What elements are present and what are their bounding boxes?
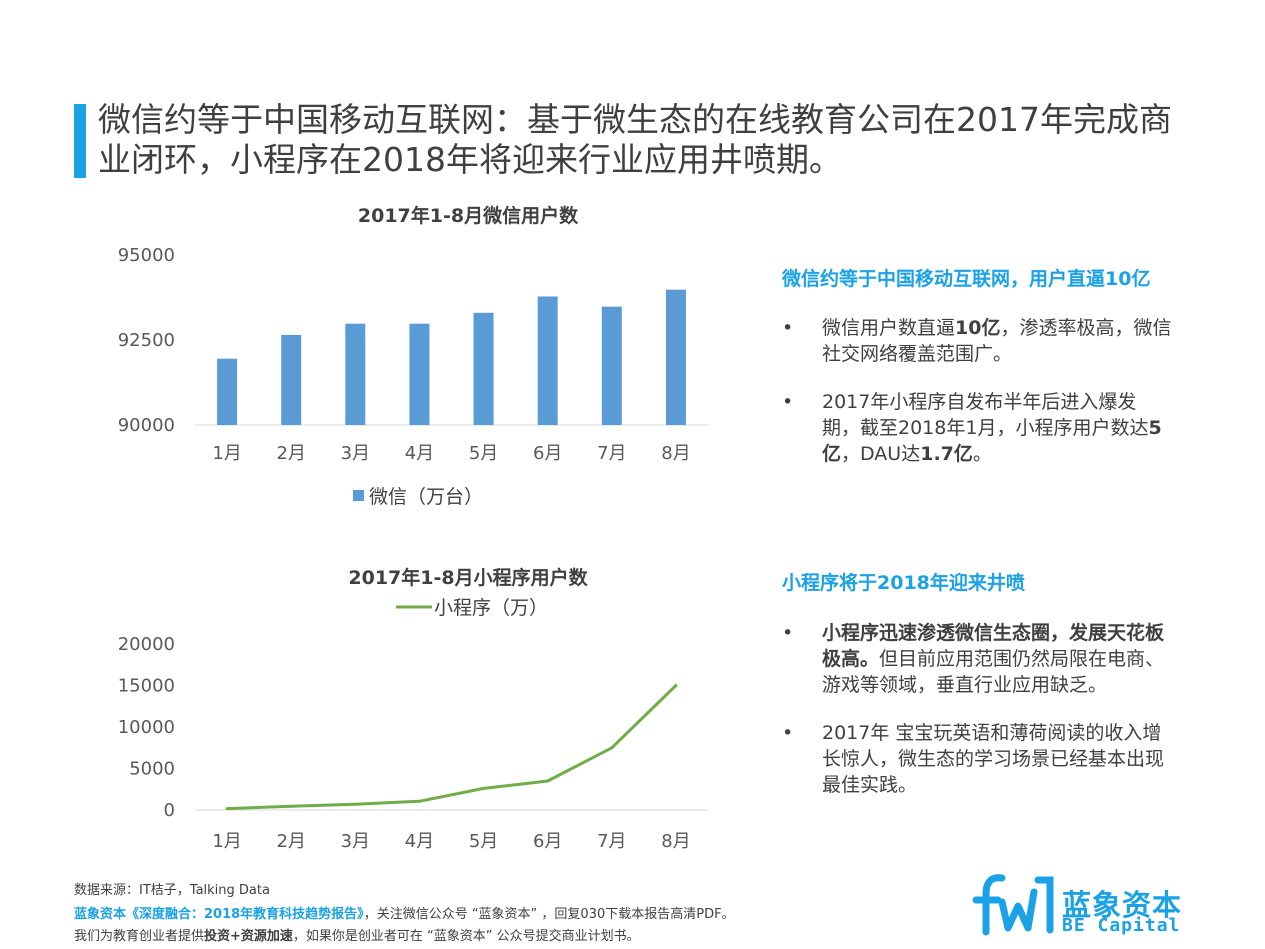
text: ，如果你是创业者可在 “蓝象资本” 公众号提交商业计划书。: [292, 929, 640, 944]
bold-text: 5亿: [822, 417, 1162, 465]
bold-text: 1.7亿: [920, 443, 973, 465]
data-point: [674, 684, 678, 687]
data-point: [610, 746, 614, 750]
text: 我们为教育创业者提供: [74, 929, 205, 944]
report-name: 蓝象资本《深度融合：2018年教育科技趋势报告》: [74, 907, 364, 922]
report-rest: ，关注微信公众号 “蓝象资本” ，回复030下载本报告高清PDF。: [363, 907, 735, 922]
text: 2017年 宝宝玩英语和薄荷阅读的收入增长惊人，微生态的学习场景已经基本出现最佳…: [822, 722, 1165, 796]
list-item: • 小程序迅速渗透微信生态圈，发展天花板极高。但目前应用范围仍然局限在电商、游戏等…: [782, 620, 1172, 698]
bar: [537, 296, 558, 425]
x-tick-label: 7月: [597, 831, 626, 852]
bar: [601, 306, 622, 425]
bar: [217, 358, 238, 425]
x-tick-label: 2月: [276, 443, 305, 464]
section1-bullets: • 微信用户数直逼10亿，渗透率极高，微信社交网络覆盖范围广。 • 2017年小程序…: [782, 315, 1172, 489]
x-tick-label: 4月: [405, 831, 434, 852]
section1-heading: 微信约等于中国移动互联网，用户直逼10亿: [782, 268, 1151, 290]
x-tick-label: 5月: [469, 831, 498, 852]
chart-title: 2017年1-8月微信用户数: [358, 204, 579, 227]
slide-title: 微信约等于中国移动互联网：基于微生态的在线教育公司在2017年完成商业闭环，小程…: [98, 100, 1172, 179]
bold-text: 10亿: [955, 317, 1001, 339]
x-tick-label: 1月: [212, 443, 241, 464]
bar: [281, 334, 302, 425]
list-item: • 微信用户数直逼10亿，渗透率极高，微信社交网络覆盖范围广。: [782, 315, 1172, 367]
y-tick-label: 90000: [118, 415, 175, 436]
list-item: • 2017年小程序自发布半年后进入爆发期，截至2018年1月，小程序用户数达5亿…: [782, 389, 1172, 467]
y-tick-label: 92500: [118, 330, 175, 351]
data-point: [546, 779, 550, 783]
data-point: [289, 804, 293, 808]
y-tick-label: 15000: [118, 676, 175, 697]
data-point: [482, 786, 486, 790]
y-tick-label: 10000: [118, 717, 175, 738]
x-tick-label: 6月: [533, 443, 562, 464]
footer-line3: 我们为教育创业者提供投资+资源加速，如果你是创业者可在 “蓝象资本” 公众号提交…: [74, 925, 640, 944]
legend-label: 小程序（万）: [434, 597, 548, 619]
data-point: [417, 799, 421, 803]
text: 2017年小程序自发布半年后进入爆发期，截至2018年1月，小程序用户数达: [822, 391, 1149, 439]
legend-swatch: [353, 490, 364, 501]
text: 微信用户数直逼: [822, 317, 956, 339]
bullet-icon: •: [782, 722, 794, 744]
logo-name-cn: 蓝象资本: [1062, 888, 1183, 922]
footer-source: 数据来源：IT桔子，Talking Data: [74, 883, 270, 898]
x-tick-label: 6月: [533, 831, 562, 852]
section2-bullets: • 小程序迅速渗透微信生态圈，发展天花板极高。但目前应用范围仍然局限在电商、游戏等…: [782, 620, 1172, 820]
data-point: [353, 802, 357, 806]
bold-text: 投资+资源加速: [204, 929, 293, 944]
list-item: • 2017年 宝宝玩英语和薄荷阅读的收入增长惊人，微生态的学习场景已经基本出现最…: [782, 720, 1172, 798]
y-tick-label: 0: [164, 800, 175, 821]
x-tick-label: 3月: [341, 443, 370, 464]
x-tick-label: 4月: [405, 443, 434, 464]
bar: [409, 323, 430, 425]
data-point: [225, 807, 229, 811]
section2-heading: 小程序将于2018年迎来井喷: [782, 572, 1025, 594]
logo-icon: [972, 874, 1054, 936]
text: 。: [972, 443, 992, 465]
x-tick-label: 8月: [661, 443, 690, 464]
x-tick-label: 3月: [341, 831, 370, 852]
bar: [665, 289, 686, 425]
x-tick-label: 1月: [212, 831, 241, 852]
bar: [345, 323, 366, 425]
bar: [473, 312, 494, 425]
footer-report: 蓝象资本《深度融合：2018年教育科技趋势报告》，关注微信公众号 “蓝象资本” …: [74, 903, 735, 922]
title-accent-bar: [74, 104, 86, 178]
bullet-icon: •: [782, 622, 794, 644]
y-tick-label: 20000: [118, 634, 175, 655]
x-tick-label: 5月: [469, 443, 498, 464]
bullet-icon: •: [782, 391, 794, 413]
series-line: [227, 684, 677, 811]
x-tick-label: 8月: [661, 831, 690, 852]
bold-text: 小程序迅速渗透微信生态圈，发展天花板极高。: [822, 622, 1165, 670]
y-tick-label: 95000: [118, 245, 175, 266]
x-tick-label: 2月: [276, 831, 305, 852]
logo-name-en: BE Capital: [1062, 915, 1181, 936]
y-tick-label: 5000: [129, 759, 175, 780]
x-tick-label: 7月: [597, 443, 626, 464]
text: ，渗透率极高，微信社交网络覆盖范围广。: [822, 317, 1172, 365]
text: 但目前应用范围仍然局限在电商、游戏等领域，垂直行业应用缺乏。: [822, 648, 1165, 696]
chart-title: 2017年1-8月小程序用户数: [348, 566, 588, 589]
text: ，DAU达: [841, 443, 921, 465]
bullet-icon: •: [782, 317, 794, 339]
legend-label: 微信（万台）: [369, 486, 483, 508]
